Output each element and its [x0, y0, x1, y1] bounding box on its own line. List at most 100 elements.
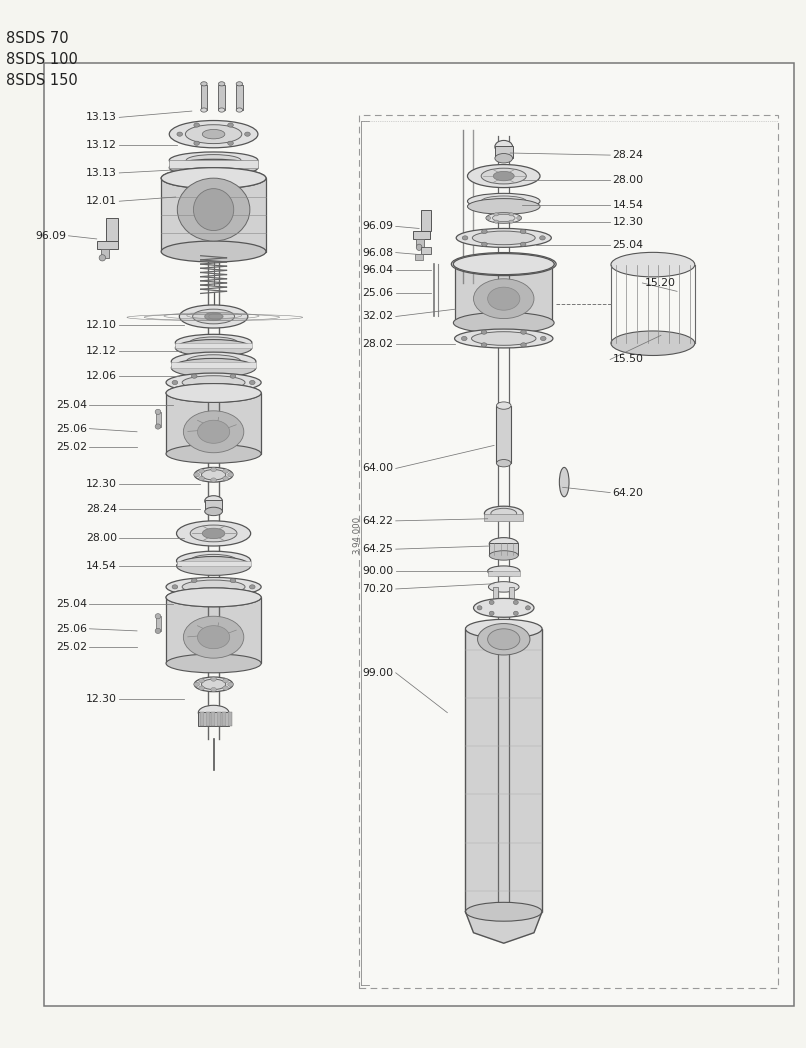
Text: 13.13: 13.13	[86, 168, 117, 178]
Ellipse shape	[202, 528, 225, 539]
Ellipse shape	[172, 380, 178, 385]
Ellipse shape	[231, 387, 236, 391]
Ellipse shape	[161, 168, 266, 189]
Ellipse shape	[469, 257, 538, 272]
Ellipse shape	[467, 165, 540, 188]
Ellipse shape	[186, 354, 241, 369]
Bar	[488, 571, 520, 576]
Text: 15.20: 15.20	[645, 278, 675, 288]
Ellipse shape	[182, 376, 245, 390]
Text: 25.02: 25.02	[56, 641, 87, 652]
Ellipse shape	[521, 343, 526, 347]
Text: 99.00: 99.00	[362, 668, 393, 678]
Bar	[421, 247, 431, 254]
Ellipse shape	[194, 682, 200, 686]
Ellipse shape	[177, 178, 250, 241]
Ellipse shape	[236, 108, 243, 112]
Ellipse shape	[495, 140, 513, 153]
Ellipse shape	[513, 611, 518, 615]
Ellipse shape	[231, 591, 236, 595]
Bar	[205, 500, 222, 511]
Ellipse shape	[222, 477, 228, 481]
Ellipse shape	[161, 168, 266, 189]
Ellipse shape	[166, 588, 261, 607]
Ellipse shape	[526, 606, 530, 610]
Ellipse shape	[489, 601, 494, 605]
Text: 64.25: 64.25	[363, 544, 393, 554]
Ellipse shape	[486, 216, 491, 219]
Text: 70.20: 70.20	[362, 584, 393, 594]
Bar	[413, 231, 430, 239]
Ellipse shape	[169, 121, 258, 148]
Bar	[455, 264, 552, 323]
Ellipse shape	[521, 269, 528, 274]
Ellipse shape	[477, 624, 530, 655]
Text: 12.30: 12.30	[86, 694, 117, 704]
Ellipse shape	[179, 305, 248, 328]
Bar	[101, 249, 109, 258]
Ellipse shape	[453, 312, 555, 333]
Ellipse shape	[197, 626, 230, 649]
Text: 12.01: 12.01	[86, 196, 117, 206]
Ellipse shape	[191, 591, 197, 595]
Bar	[156, 616, 161, 631]
Ellipse shape	[169, 152, 258, 169]
Ellipse shape	[228, 473, 234, 477]
Ellipse shape	[495, 154, 513, 163]
Ellipse shape	[489, 611, 494, 615]
Bar	[509, 587, 514, 599]
Ellipse shape	[540, 336, 546, 341]
Ellipse shape	[231, 578, 236, 583]
Ellipse shape	[193, 309, 235, 324]
Bar	[222, 712, 226, 726]
Text: 14.54: 14.54	[613, 200, 643, 211]
Ellipse shape	[481, 230, 488, 234]
Ellipse shape	[540, 236, 545, 240]
Ellipse shape	[416, 244, 422, 250]
Ellipse shape	[218, 108, 225, 112]
Ellipse shape	[477, 606, 482, 610]
Ellipse shape	[456, 228, 551, 247]
Ellipse shape	[205, 312, 222, 321]
Ellipse shape	[222, 686, 228, 691]
Bar	[495, 146, 513, 158]
Text: 32.02: 32.02	[363, 311, 393, 322]
Ellipse shape	[190, 525, 237, 542]
Ellipse shape	[513, 601, 518, 605]
Ellipse shape	[509, 213, 514, 216]
Bar	[217, 712, 221, 726]
Text: 25.04: 25.04	[613, 240, 643, 250]
Ellipse shape	[182, 581, 245, 593]
Bar	[206, 712, 210, 726]
Ellipse shape	[166, 577, 261, 596]
Bar	[156, 412, 161, 427]
Text: 25.06: 25.06	[56, 423, 87, 434]
Bar	[496, 406, 511, 463]
Ellipse shape	[155, 410, 160, 415]
Bar	[166, 597, 261, 663]
Ellipse shape	[244, 132, 250, 136]
Text: 28.00: 28.00	[85, 532, 117, 543]
Ellipse shape	[474, 598, 534, 617]
Ellipse shape	[198, 705, 229, 720]
Ellipse shape	[99, 255, 106, 261]
Ellipse shape	[521, 255, 528, 259]
Ellipse shape	[211, 677, 216, 681]
Text: 25.04: 25.04	[56, 399, 87, 410]
Text: 13.13: 13.13	[86, 112, 117, 123]
Ellipse shape	[228, 141, 234, 146]
Ellipse shape	[194, 473, 200, 477]
Ellipse shape	[199, 678, 205, 682]
Ellipse shape	[177, 132, 182, 136]
Ellipse shape	[228, 682, 234, 686]
Ellipse shape	[517, 216, 521, 219]
Ellipse shape	[169, 159, 258, 176]
Ellipse shape	[480, 269, 486, 274]
Ellipse shape	[493, 220, 498, 223]
Ellipse shape	[521, 230, 526, 234]
Bar	[200, 712, 204, 726]
Text: 96.09: 96.09	[363, 221, 393, 232]
Ellipse shape	[166, 384, 261, 402]
Ellipse shape	[166, 373, 261, 392]
Ellipse shape	[166, 384, 261, 402]
